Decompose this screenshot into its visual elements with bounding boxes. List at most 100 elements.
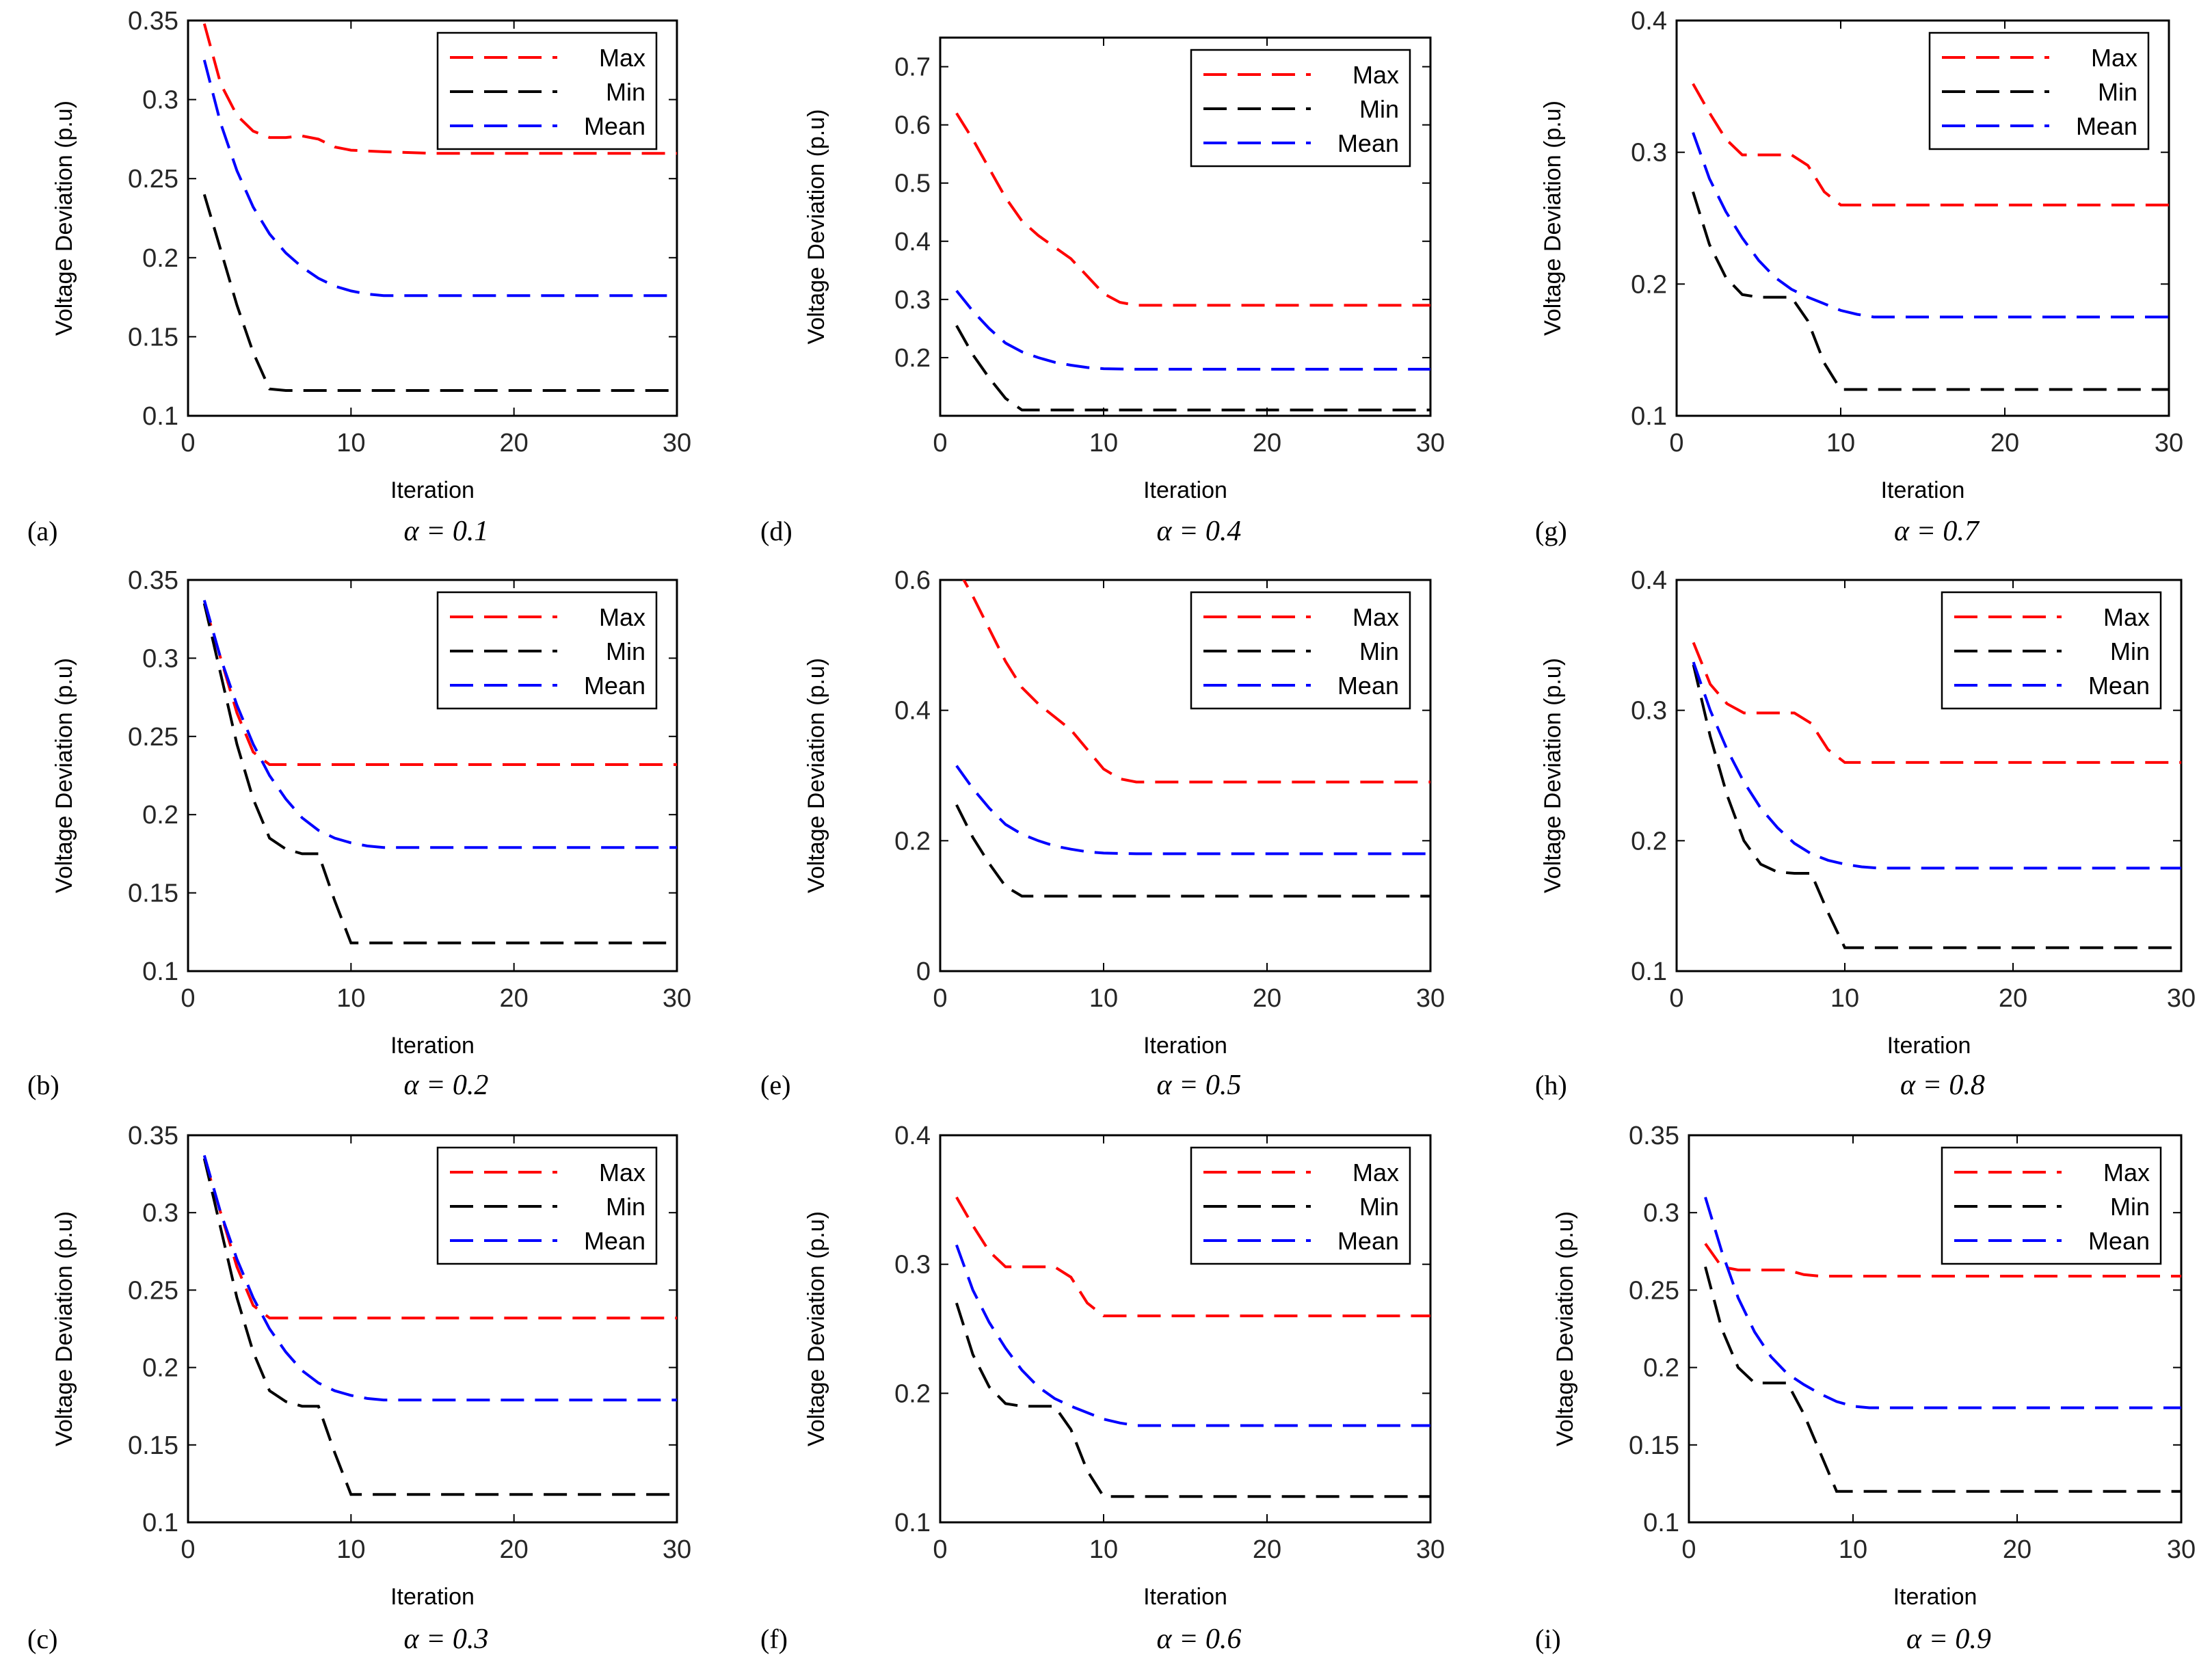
x-axis-label: Iteration <box>390 1584 475 1610</box>
y-tick-label: 0.1 <box>894 1509 931 1537</box>
y-tick-label: 0.25 <box>1629 1276 1679 1305</box>
x-tick-label: 20 <box>1253 429 1281 458</box>
y-tick-label: 0.1 <box>142 1509 178 1537</box>
chart-panel: 0.1 0.2 0.3 0.4 0 10 20 30 Iteration Voltage Devi… <box>1535 566 2196 1101</box>
legend-box <box>1928 31 2150 150</box>
x-tick-label: 10 <box>1089 984 1118 1013</box>
panel-letter: (c) <box>27 1624 57 1654</box>
legend-label: Mean <box>2088 672 2150 700</box>
x-axis-label: Iteration <box>390 477 475 503</box>
y-tick-label: 0.2 <box>894 344 931 373</box>
y-tick-label: 0.3 <box>1643 1199 1679 1228</box>
series-line-mean <box>1704 1197 2181 1409</box>
y-tick-label: 0.4 <box>894 697 931 726</box>
y-tick-label: 0.25 <box>128 1276 178 1305</box>
y-tick-label: 0.2 <box>142 1354 178 1383</box>
y-tick-label: 0.1 <box>142 957 178 986</box>
legend-box <box>1190 49 1411 168</box>
x-tick-label: 30 <box>663 429 691 458</box>
chart-panel: 0 0.2 0.4 0.6 0 10 20 30 Iteration Voltage Deviat… <box>760 566 1445 1101</box>
legend-label: Mean <box>1337 672 1399 700</box>
y-tick-label: 0.2 <box>1631 827 1667 856</box>
legend-label: Min <box>2110 637 2150 665</box>
y-tick-label: 0.3 <box>142 1199 178 1228</box>
y-axis-label: Voltage Deviation (p.u) <box>803 109 829 345</box>
panel-letter: (f) <box>760 1624 788 1654</box>
legend-label: Mean <box>2076 112 2137 140</box>
legend-label: Min <box>606 1193 645 1221</box>
x-tick-label: 20 <box>500 1535 529 1564</box>
series-line-min <box>955 1302 1430 1498</box>
panel-caption: α = 0.1 <box>404 516 489 547</box>
chart-panel: 0.1 0.15 0.2 0.25 0.3 0.35 0 10 20 30 Iteration Vol… <box>1535 1122 2196 1655</box>
y-tick-label: 0.25 <box>128 723 178 752</box>
y-axis-label: Voltage Deviation (p.u) <box>51 101 77 336</box>
x-tick-label: 20 <box>1253 984 1281 1013</box>
y-tick-label: 0.15 <box>128 879 178 908</box>
panel-letter: (i) <box>1535 1624 1561 1654</box>
legend-label: Max <box>1352 61 1399 89</box>
y-tick-label: 0.35 <box>128 1122 178 1150</box>
chart-panel: 0.1 0.2 0.3 0.4 0 10 20 30 Iteration Voltage Devi… <box>760 1122 1445 1655</box>
y-tick-label: 0.1 <box>1631 957 1667 986</box>
y-tick-label: 0.35 <box>128 7 178 36</box>
panel-caption: α = 0.9 <box>1906 1624 1991 1655</box>
y-tick-label: 0.35 <box>1629 1122 1679 1150</box>
legend-label: Mean <box>1337 1227 1399 1255</box>
y-tick-label: 0.3 <box>142 86 178 115</box>
legend-label: Min <box>606 78 645 106</box>
x-tick-label: 10 <box>336 429 365 458</box>
y-axis-label: Voltage Deviation (p.u) <box>51 658 77 893</box>
x-tick-label: 10 <box>1089 429 1118 458</box>
legend-label: Mean <box>584 1227 645 1255</box>
y-tick-label: 0.4 <box>1631 566 1667 595</box>
series-line-min <box>1692 191 2169 391</box>
x-tick-label: 0 <box>1681 1535 1696 1564</box>
x-tick-label: 20 <box>2003 1535 2031 1564</box>
legend-label: Mean <box>584 672 645 700</box>
x-tick-label: 20 <box>500 429 529 458</box>
legend-label: Max <box>1352 1159 1399 1187</box>
x-axis-label: Iteration <box>390 1033 475 1059</box>
y-tick-label: 0.6 <box>894 111 931 140</box>
legend-label: Min <box>606 637 645 665</box>
series-line-max <box>955 112 1430 307</box>
y-axis-label: Voltage Deviation (p.u) <box>1540 101 1566 336</box>
legend-box <box>1941 1146 2162 1265</box>
x-tick-label: 0 <box>181 1535 195 1564</box>
x-tick-label: 0 <box>933 429 947 458</box>
y-tick-label: 0 <box>916 957 931 986</box>
x-tick-label: 0 <box>1669 984 1683 1013</box>
chart-panel: 0.1 0.15 0.2 0.25 0.3 0.35 0 10 20 30 Iteration Vol… <box>27 7 691 547</box>
y-tick-label: 0.3 <box>142 644 178 673</box>
y-tick-label: 0.7 <box>894 53 931 82</box>
y-tick-label: 0.1 <box>1643 1509 1679 1537</box>
series-line-max <box>962 580 1430 784</box>
series-line-min <box>202 1158 677 1496</box>
y-axis-label: Voltage Deviation (p.u) <box>1552 1211 1578 1446</box>
y-tick-label: 0.35 <box>128 566 178 595</box>
panel-caption: α = 0.4 <box>1157 516 1242 547</box>
x-tick-label: 0 <box>181 984 195 1013</box>
legend-label: Max <box>2103 1159 2150 1187</box>
x-tick-label: 30 <box>2167 1535 2196 1564</box>
y-tick-label: 0.5 <box>894 170 931 198</box>
y-tick-label: 0.4 <box>894 228 931 256</box>
x-tick-label: 20 <box>1999 984 2027 1013</box>
x-tick-label: 10 <box>1089 1535 1118 1564</box>
series-line-mean <box>202 1154 677 1402</box>
x-tick-label: 0 <box>933 1535 947 1564</box>
y-tick-label: 0.2 <box>142 801 178 830</box>
legend-box <box>1941 591 2162 710</box>
chart-panel: 0.1 0.15 0.2 0.25 0.3 0.35 0 10 20 30 Iteration Vol… <box>27 1122 691 1655</box>
legend-label: Max <box>1352 603 1399 631</box>
y-axis-label: Voltage Deviation (p.u) <box>803 658 829 893</box>
y-tick-label: 0.4 <box>894 1122 931 1150</box>
legend-label: Mean <box>2088 1227 2150 1255</box>
y-tick-label: 0.2 <box>894 1379 931 1408</box>
legend-label: Min <box>1359 95 1399 123</box>
x-axis-label: Iteration <box>1887 1033 1971 1059</box>
y-tick-label: 0.6 <box>894 566 931 595</box>
panel-caption: α = 0.3 <box>404 1624 489 1655</box>
